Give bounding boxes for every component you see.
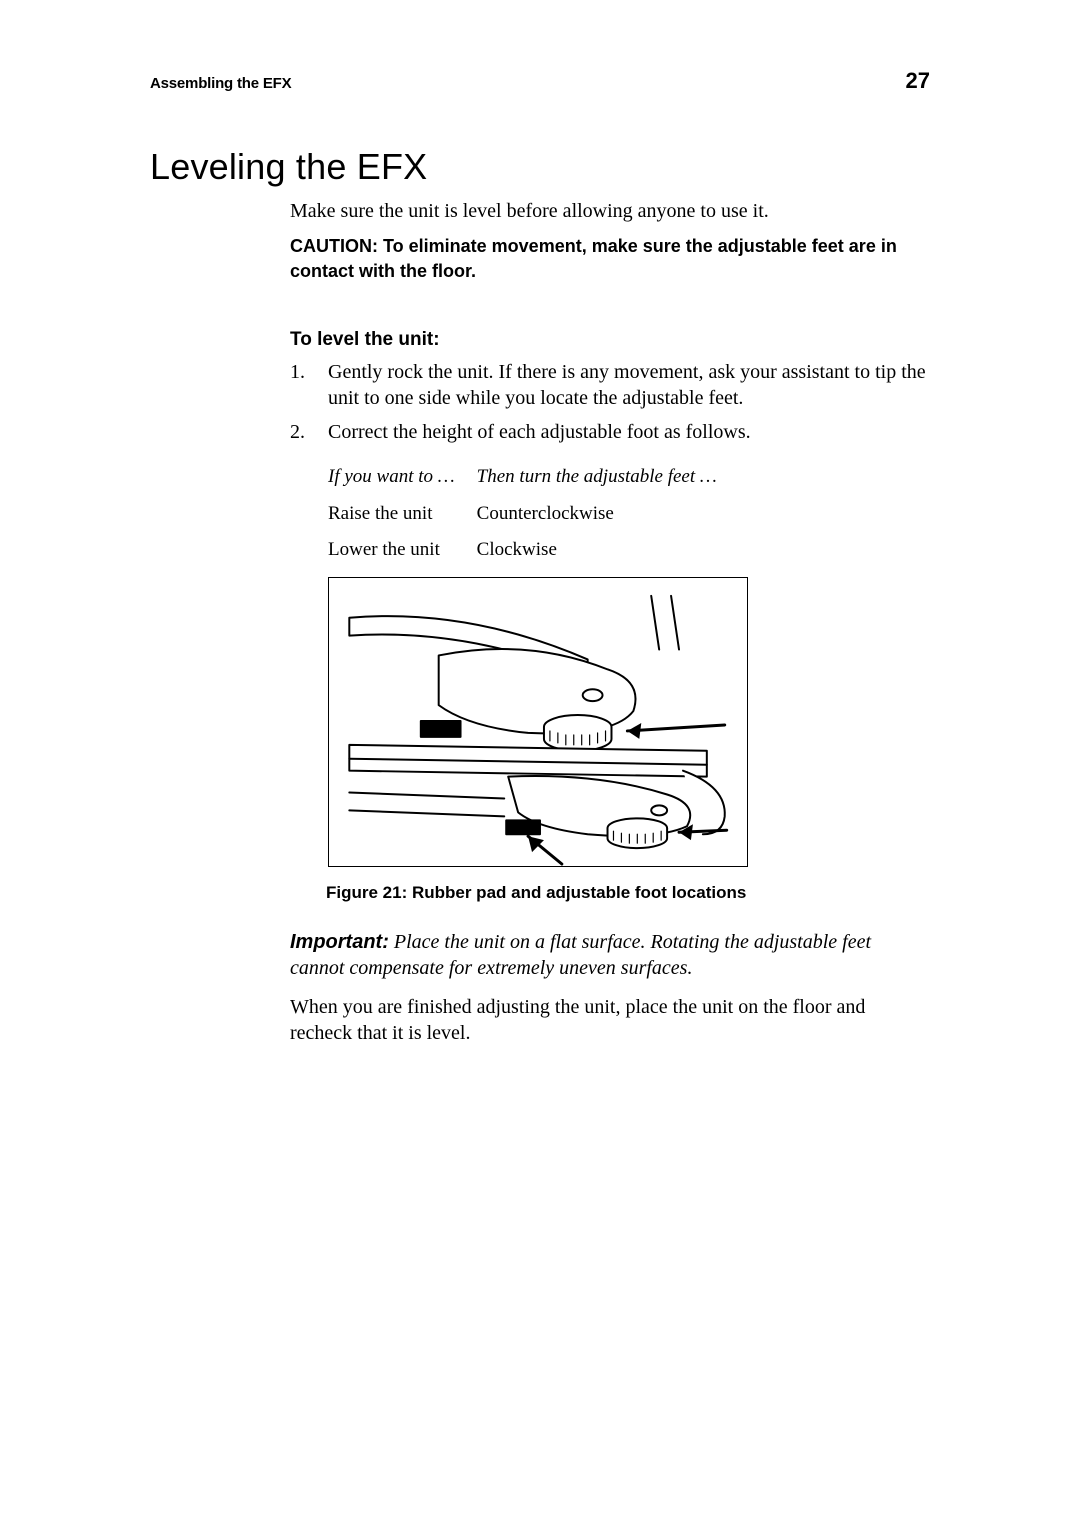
step-number: 1. xyxy=(290,359,310,411)
list-item: 1. Gently rock the unit. If there is any… xyxy=(290,359,930,411)
page: Assembling the EFX 27 Leveling the EFX M… xyxy=(0,0,1080,1115)
figure xyxy=(328,577,930,867)
figure-caption: Figure 21: Rubber pad and adjustable foo… xyxy=(326,883,930,903)
step-number: 2. xyxy=(290,419,310,445)
body-column: Make sure the unit is level before allow… xyxy=(290,198,930,1047)
table-header: If you want to … xyxy=(328,459,477,496)
table-cell: Lower the unit xyxy=(328,532,477,569)
table-row: Lower the unit Clockwise xyxy=(328,532,739,569)
step-list: 1. Gently rock the unit. If there is any… xyxy=(290,359,930,445)
table-header-row: If you want to … Then turn the adjustabl… xyxy=(328,459,739,496)
page-title: Leveling the EFX xyxy=(150,146,930,188)
important-label: Important: xyxy=(290,931,389,953)
table-header: Then turn the adjustable feet … xyxy=(477,459,739,496)
table-cell: Counterclockwise xyxy=(477,496,739,533)
caution-paragraph: CAUTION: To eliminate movement, make sur… xyxy=(290,234,930,283)
important-note: Important: Place the unit on a flat surf… xyxy=(290,929,930,982)
table-cell: Clockwise xyxy=(477,532,739,569)
closing-paragraph: When you are finished adjusting the unit… xyxy=(290,994,930,1047)
step-text: Correct the height of each adjustable fo… xyxy=(328,419,930,445)
table-row: Raise the unit Counterclockwise xyxy=(328,496,739,533)
list-item: 2. Correct the height of each adjustable… xyxy=(290,419,930,445)
header-section-title: Assembling the EFX xyxy=(150,75,291,92)
efx-foot-diagram-icon xyxy=(329,578,747,866)
figure-illustration xyxy=(328,577,748,867)
adjustment-table: If you want to … Then turn the adjustabl… xyxy=(328,459,739,569)
running-header: Assembling the EFX 27 xyxy=(150,68,930,94)
procedure-heading: To level the unit: xyxy=(290,329,930,351)
page-number: 27 xyxy=(906,68,930,94)
table-cell: Raise the unit xyxy=(328,496,477,533)
step-text: Gently rock the unit. If there is any mo… xyxy=(328,359,930,411)
intro-paragraph: Make sure the unit is level before allow… xyxy=(290,198,930,224)
